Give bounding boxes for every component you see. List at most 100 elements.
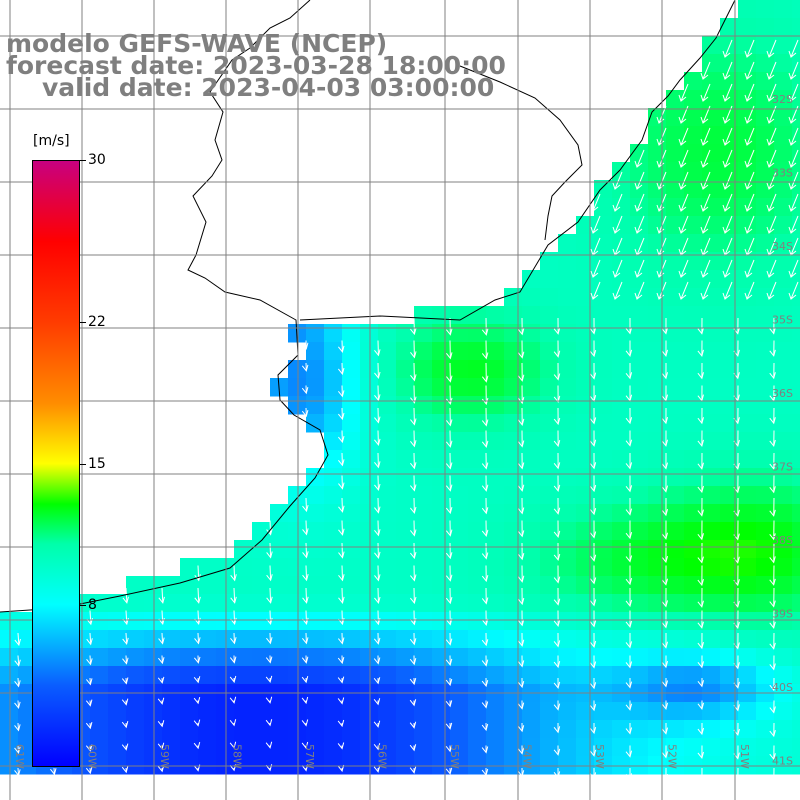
wind-speed-cell: [450, 756, 469, 775]
wind-arrow: [14, 722, 21, 732]
wind-speed-cell: [486, 396, 505, 415]
wind-arrow: [678, 171, 689, 190]
wind-speed-cell: [342, 648, 361, 667]
wind-speed-cell: [792, 378, 800, 397]
wind-speed-cell: [414, 342, 433, 361]
wind-speed-cell: [540, 630, 559, 649]
wind-arrow: [697, 745, 704, 760]
wind-speed-cell: [108, 612, 127, 631]
wind-speed-cell: [108, 666, 127, 685]
wind-speed-cell: [306, 720, 325, 739]
wind-speed-cell: [18, 630, 37, 649]
wind-arrow: [678, 281, 689, 300]
wind-speed-cell: [576, 414, 595, 433]
wind-speed-cell: [360, 486, 379, 505]
wind-speed-cell: [720, 702, 739, 721]
wind-arrow: [265, 655, 273, 664]
wind-speed-cell: [594, 234, 613, 253]
wind-speed-cell: [594, 630, 613, 649]
wind-arrow: [121, 677, 129, 685]
wind-speed-cell: [684, 558, 703, 577]
wind-arrow: [517, 632, 525, 647]
wind-arrow: [744, 39, 755, 58]
wind-speed-cell: [144, 666, 163, 685]
wind-speed-cell: [540, 414, 559, 433]
wind-arrow: [788, 83, 799, 102]
wind-speed-cell: [792, 90, 800, 109]
wind-speed-cell: [720, 738, 739, 757]
wind-arrow: [122, 632, 129, 645]
wind-speed-cell: [738, 576, 757, 595]
wind-speed-cell: [90, 594, 109, 613]
wind-arrow: [589, 587, 597, 607]
wind-arrow: [769, 655, 776, 671]
wind-speed-cell: [648, 702, 667, 721]
wind-speed-cell: [486, 486, 505, 505]
wind-arrow: [661, 475, 669, 493]
wind-speed-cell: [144, 630, 163, 649]
wind-speed-cell: [90, 702, 109, 721]
wind-arrow: [766, 149, 777, 168]
wind-speed-cell: [612, 234, 631, 253]
wind-arrow: [409, 766, 417, 774]
wind-speed-cell: [396, 324, 415, 343]
wind-speed-cell: [630, 540, 649, 559]
wind-arrow: [769, 340, 776, 357]
wind-speed-cell: [540, 756, 559, 775]
latitude-label: 36S: [772, 387, 793, 400]
wind-speed-cell: [612, 630, 631, 649]
wind-arrow: [589, 767, 597, 780]
wind-speed-cell: [306, 378, 325, 397]
wind-arrow: [553, 317, 561, 335]
wind-speed-cell: [738, 108, 757, 127]
wind-speed-cell: [684, 576, 703, 595]
wind-arrow: [14, 655, 21, 667]
wind-speed-cell: [468, 720, 487, 739]
wind-speed-cell: [558, 360, 577, 379]
wind-arrow: [193, 764, 201, 772]
wind-speed-cell: [738, 756, 757, 775]
wind-arrow: [661, 700, 669, 710]
wind-speed-cell: [702, 756, 721, 775]
wind-speed-cell: [756, 270, 775, 289]
wind-arrow: [445, 497, 453, 515]
wind-arrow: [697, 655, 704, 669]
wind-speed-cell: [414, 360, 433, 379]
wind-speed-cell: [774, 522, 793, 541]
wind-speed-cell: [396, 486, 415, 505]
wind-speed-cell: [576, 756, 595, 775]
wind-speed-cell: [792, 162, 800, 181]
wind-arrow: [445, 587, 453, 605]
wind-arrow: [788, 193, 799, 212]
wind-speed-cell: [774, 18, 793, 37]
wind-speed-cell: [666, 720, 685, 739]
wind-speed-cell: [360, 504, 379, 523]
wind-speed-cell: [666, 396, 685, 415]
wind-speed-cell: [504, 486, 523, 505]
wind-speed-cell: [90, 666, 109, 685]
wind-speed-cell: [594, 576, 613, 595]
wind-speed-cell: [666, 162, 685, 181]
wind-speed-cell: [414, 450, 433, 469]
wind-speed-cell: [630, 450, 649, 469]
wind-speed-cell: [540, 324, 559, 343]
wind-speed-cell: [306, 486, 325, 505]
wind-speed-cell: [756, 72, 775, 91]
wind-speed-cell: [666, 342, 685, 361]
wind-speed-cell: [234, 612, 253, 631]
wind-speed-cell: [324, 468, 343, 487]
wind-arrow: [517, 452, 525, 470]
wind-speed-cell: [540, 486, 559, 505]
wind-speed-cell: [450, 594, 469, 613]
wind-speed-cell: [684, 432, 703, 451]
wind-speed-cell: [756, 540, 775, 559]
wind-arrow: [338, 542, 345, 559]
wind-speed-cell: [774, 0, 793, 19]
wind-speed-cell: [702, 306, 721, 325]
wind-arrow: [481, 610, 489, 626]
wind-speed-cell: [342, 396, 361, 415]
wind-speed-cell: [666, 666, 685, 685]
wind-speed-cell: [540, 504, 559, 523]
wind-speed-cell: [342, 576, 361, 595]
